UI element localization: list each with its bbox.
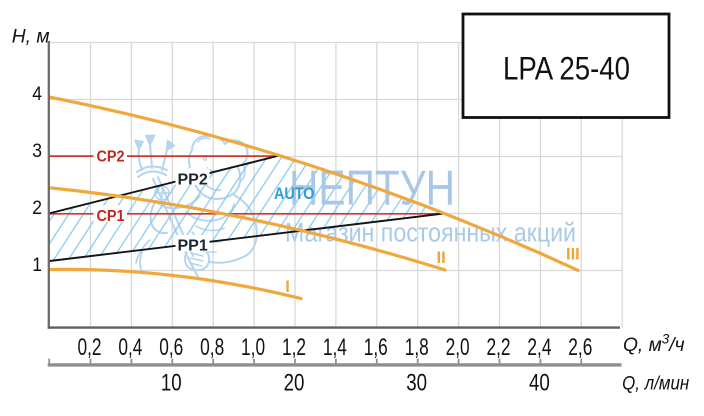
svg-text:2,0: 2,0 <box>446 335 470 361</box>
svg-text:CP2: CP2 <box>96 148 124 166</box>
svg-text:III: III <box>566 246 580 264</box>
svg-text:CP1: CP1 <box>96 207 125 225</box>
svg-text:20: 20 <box>284 369 305 396</box>
svg-text:II: II <box>437 249 446 267</box>
svg-text:PP1: PP1 <box>178 238 208 255</box>
svg-text:0,8: 0,8 <box>200 335 224 361</box>
svg-text:AUTO: AUTO <box>274 184 315 203</box>
svg-text:2,6: 2,6 <box>568 335 592 361</box>
svg-text:1: 1 <box>32 253 42 275</box>
svg-text:1,2: 1,2 <box>282 335 306 361</box>
svg-text:30: 30 <box>406 369 427 396</box>
svg-text:4: 4 <box>32 82 42 104</box>
svg-text:LPA 25-40: LPA 25-40 <box>503 51 630 87</box>
svg-text:PP2: PP2 <box>178 171 208 188</box>
svg-text:Магазин постоянных акций: Магазин постоянных акций <box>285 218 576 248</box>
svg-text:Q, л/мин: Q, л/мин <box>622 373 689 394</box>
svg-text:H, м: H, м <box>12 26 50 47</box>
svg-text:1,6: 1,6 <box>364 335 388 361</box>
svg-text:2,2: 2,2 <box>487 335 511 361</box>
svg-text:2,4: 2,4 <box>527 335 551 361</box>
svg-text:40: 40 <box>529 369 550 396</box>
svg-text:I: I <box>285 278 290 296</box>
svg-text:Q, м3/ч: Q, м3/ч <box>623 332 685 357</box>
svg-text:1,4: 1,4 <box>323 335 347 361</box>
svg-text:0,6: 0,6 <box>159 335 183 361</box>
svg-text:0,4: 0,4 <box>118 335 142 361</box>
svg-text:0,2: 0,2 <box>77 335 101 361</box>
svg-text:2: 2 <box>32 196 42 218</box>
svg-text:1,0: 1,0 <box>241 335 265 361</box>
svg-text:10: 10 <box>161 369 182 396</box>
svg-text:3: 3 <box>32 139 42 161</box>
svg-text:1,8: 1,8 <box>405 335 429 361</box>
